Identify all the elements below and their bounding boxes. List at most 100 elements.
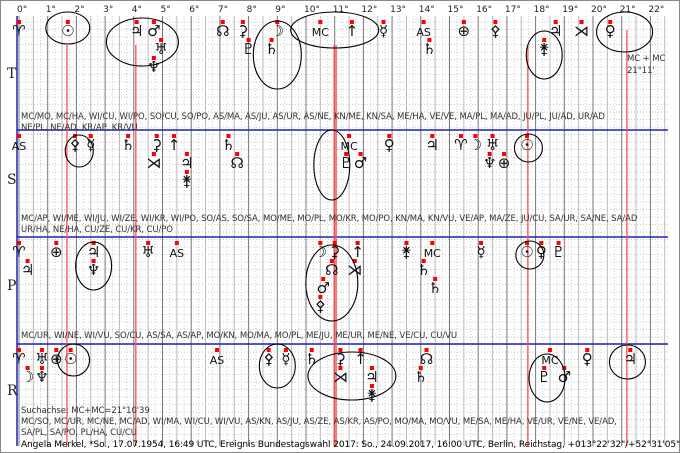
group-ellipse [64,134,94,168]
degree-tick-label: 2° [74,5,84,15]
position-marker [381,20,386,24]
planet-glyph: MC [340,140,357,153]
position-marker [235,152,240,156]
degree-tick-label: 12° [361,5,377,15]
group-ellipse [290,11,380,49]
planet-glyph: ☿ [379,22,388,40]
planet-glyph: ☽ [469,136,482,154]
degree-tick-label: 21° [620,5,636,15]
position-marker [427,38,432,42]
position-marker [349,20,354,24]
midpoints-s-line1: MC/AP, WI/ME, WI/JU, WI/ZE, WI/KR, WI/PO… [21,214,638,224]
position-marker [154,134,159,138]
planet-glyph: ☽ [314,243,327,261]
position-marker [151,20,156,24]
position-marker [151,152,156,156]
group-ellipse [105,17,179,67]
row-label-r: R [7,383,18,399]
position-marker [91,241,96,245]
position-marker [266,348,271,352]
midpoints-t-line1: MC/MO, MC/HA, WI/CU, WI/PO, SO/CU, SO/PO… [21,112,605,122]
position-marker [424,348,429,352]
planet-glyph: ♄ [265,40,278,58]
planet-glyph: ♂ [316,279,329,297]
position-marker [490,134,495,138]
position-marker [433,277,438,281]
planet-glyph: ♇ [339,154,352,172]
degree-tick-label: 8° [247,5,257,15]
midpoints-s-line2: UR/HA, NE/HA, CU/ZE, CU/KR, CU/PO [21,225,173,235]
position-marker [17,241,21,245]
planet-glyph: ☿ [281,350,290,368]
position-marker [25,259,30,263]
group-ellipse [608,344,646,380]
degree-tick-label: 15° [448,5,464,15]
group-ellipse [45,11,91,45]
row-label-s: S [7,172,17,188]
planet-glyph: ⚴ [315,297,326,315]
planet-glyph: ♀ [605,22,616,40]
position-marker [126,134,131,138]
degree-tick-label: 9° [275,5,285,15]
planet-glyph: ⊕ [50,350,63,368]
degree-tick-label: 16° [476,5,492,15]
position-marker [309,348,314,352]
planet-glyph: ⚴ [69,136,80,154]
planet-glyph: ☉ [64,350,77,368]
position-marker [421,20,426,24]
planet-glyph: ⚵ [181,172,192,190]
position-marker [88,134,93,138]
position-marker [269,38,274,42]
group-ellipse [528,353,566,403]
position-marker [215,348,220,352]
planet-glyph: ⋊ [347,261,362,279]
position-marker [562,366,567,370]
planet-glyph: ♃ [180,154,193,172]
position-marker [174,241,179,245]
planet-glyph: ♃ [365,368,378,386]
planet-glyph: ♈ [12,350,25,368]
planet-glyph: ♃ [426,136,439,154]
planet-glyph: ♆ [483,154,496,172]
degree-tick-label: 6° [189,5,199,15]
position-marker [39,366,44,370]
planet-glyph: ♈ [454,136,467,154]
midpoints-r-line1: MC/SO, MC/UR, MC/NE, MC/AD, WI/MA, WI/CU… [21,417,617,427]
position-marker [329,259,334,263]
planet-glyph: ⋊ [146,154,161,172]
degree-tick-label: 3° [103,5,113,15]
degree-tick-label: 19° [562,5,578,15]
position-marker [344,152,349,156]
position-marker [318,241,323,245]
position-marker [608,20,613,24]
position-marker [355,241,360,245]
degree-tick-label: 22° [648,5,664,15]
planet-glyph: ☊ [216,22,229,40]
position-marker [220,20,225,24]
planet-glyph: AS [416,26,431,39]
planet-glyph: MC [424,247,441,260]
position-marker [17,20,21,24]
position-marker [479,241,484,245]
planet-glyph: ⋊ [574,22,589,40]
planet-glyph: ☽ [21,368,34,386]
midpoints-r-line2: SA/PL, SA/PO, PL/HA, CU/CU [21,428,137,438]
position-marker [387,134,392,138]
planet-glyph: ↑ [346,22,359,40]
planet-glyph: ⚳ [335,350,346,368]
group-ellipse [56,343,91,377]
degree-tick-label: 18° [534,5,550,15]
midpoints-t-line2: NE/PL, NE/AD, KR/AP, KR/VU [21,123,138,133]
position-marker [134,20,139,24]
planet-glyph: ⊕ [50,243,63,261]
group-ellipse [513,133,543,163]
planet-glyph: ♃ [130,22,143,40]
group-ellipse [305,244,359,322]
position-marker [54,241,59,245]
planet-glyph: ♆ [147,58,160,76]
planet-glyph: ☉ [61,22,74,40]
planet-glyph: ♀ [536,243,547,261]
group-ellipse [525,30,563,80]
degree-tick-label: 7° [218,5,228,15]
